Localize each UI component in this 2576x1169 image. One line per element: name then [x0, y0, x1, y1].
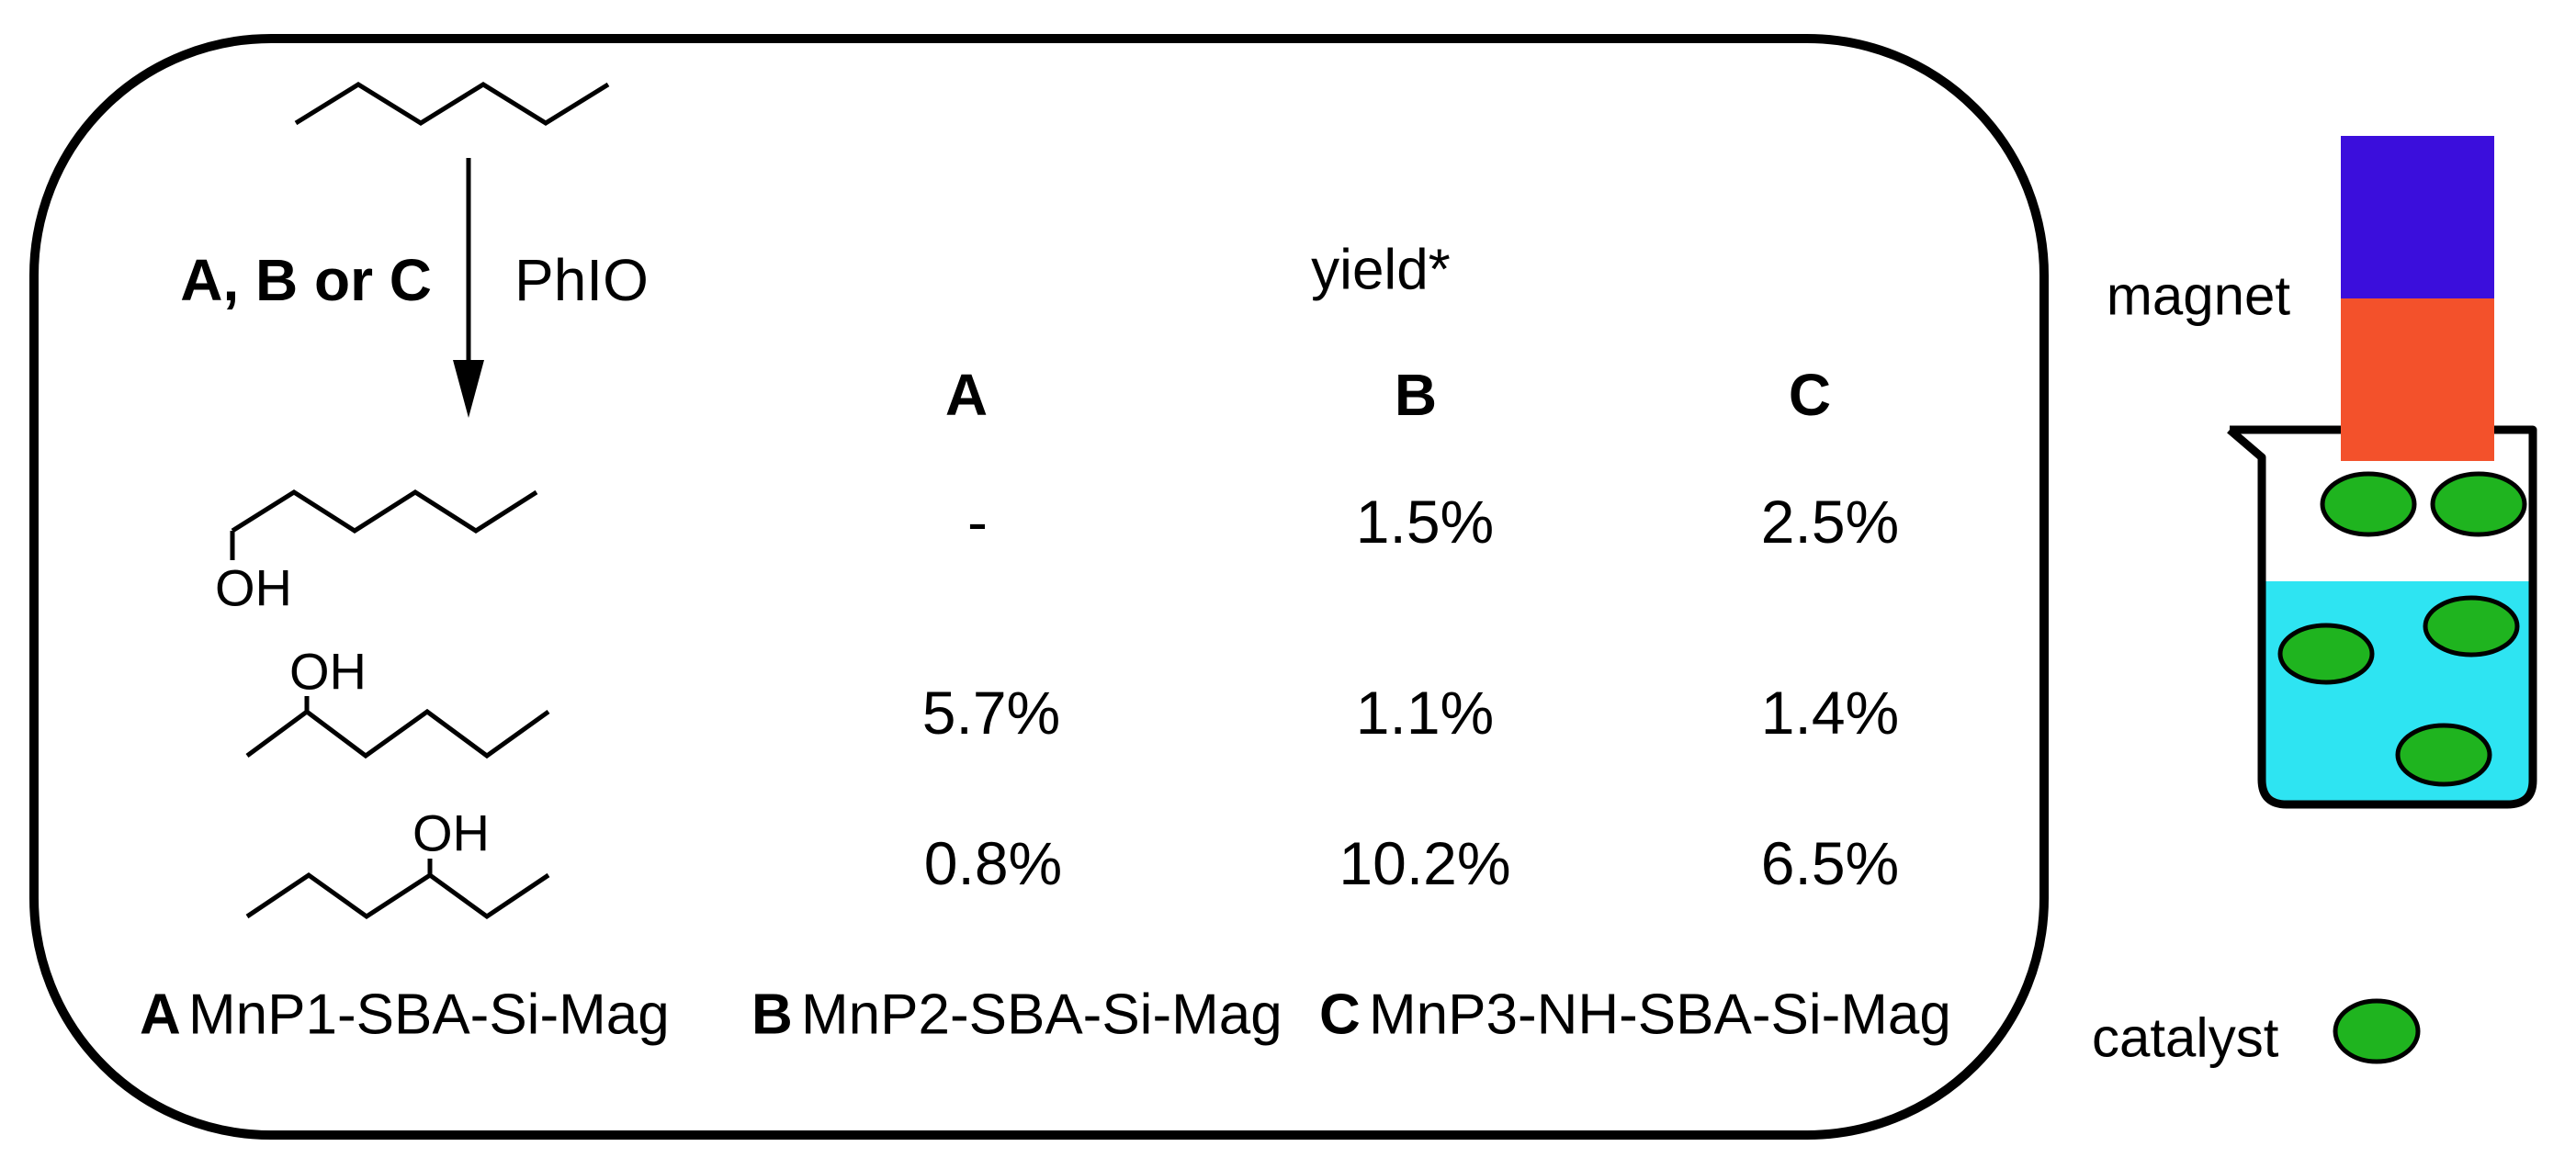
hexan-1-ol-oh-label: OH [215, 559, 292, 617]
catalyst-particle [2430, 471, 2527, 537]
hexan-1-ol-structure: OH [215, 489, 538, 617]
scheme-border-box [29, 34, 2049, 1140]
yield-value-row1-a: - [967, 488, 988, 556]
bar-magnet [2341, 136, 2494, 461]
magnet-label: magnet [2107, 265, 2290, 327]
column-header-b: B [1395, 362, 1437, 428]
hexan-3-ol-chain [245, 871, 550, 920]
hexan-3-ol-structure: OH [245, 804, 550, 920]
yield-value-row2-a: 5.7% [922, 679, 1060, 747]
legend-name-c: MnP3-NH-SBA-Si-Mag [1369, 984, 1951, 1047]
hexane-structure [294, 82, 610, 126]
oxidant-label: PhIO [514, 247, 649, 313]
magnet-top-pole [2341, 136, 2494, 298]
yield-value-row1-b: 1.5% [1356, 488, 1494, 556]
legend-key-c: C [1319, 984, 1361, 1047]
catalyst-legend-particle [2333, 998, 2421, 1064]
arrow-head-icon [453, 360, 484, 418]
catalyst-legend-line: A MnP1-SBA-Si-Mag B MnP2-SBA-Si-Mag C Mn… [140, 984, 1951, 1047]
column-header-a: A [945, 362, 988, 428]
hexan-3-ol-oh-label: OH [412, 804, 490, 862]
hexan-1-ol-chain [231, 489, 538, 534]
yield-value-row1-c: 2.5% [1761, 488, 1899, 556]
catalyst-particles [2277, 471, 2527, 787]
hexan-2-ol-oh-label: OH [289, 643, 367, 701]
catalyst-particle [2277, 623, 2375, 685]
hexan-2-ol-structure: OH [245, 643, 550, 759]
yield-value-row3-a: 0.8% [924, 829, 1062, 897]
yield-value-row2-b: 1.1% [1356, 679, 1494, 747]
legend-name-b: MnP2-SBA-Si-Mag [801, 984, 1282, 1047]
catalyst-particle [2395, 723, 2492, 787]
beaker-outline [2227, 425, 2537, 809]
legend-key-a: A [140, 984, 181, 1047]
catalyst-options-label: A, B or C [180, 247, 432, 313]
legend-name-a: MnP1-SBA-Si-Mag [188, 984, 670, 1047]
catalyst-particle [2320, 471, 2417, 537]
yield-header: yield* [1311, 239, 1451, 302]
legend-key-b: B [751, 984, 793, 1047]
column-header-c: C [1789, 362, 1831, 428]
hexan-2-ol-chain [245, 708, 550, 759]
catalyst-label: catalyst [2092, 1007, 2279, 1069]
magnet-bottom-pole [2341, 298, 2494, 461]
yield-value-row3-b: 10.2% [1339, 829, 1510, 897]
catalyst-particle [2423, 595, 2520, 658]
reaction-arrow [453, 158, 484, 418]
yield-value-row2-c: 1.4% [1761, 679, 1899, 747]
yield-value-row3-c: 6.5% [1761, 829, 1899, 897]
